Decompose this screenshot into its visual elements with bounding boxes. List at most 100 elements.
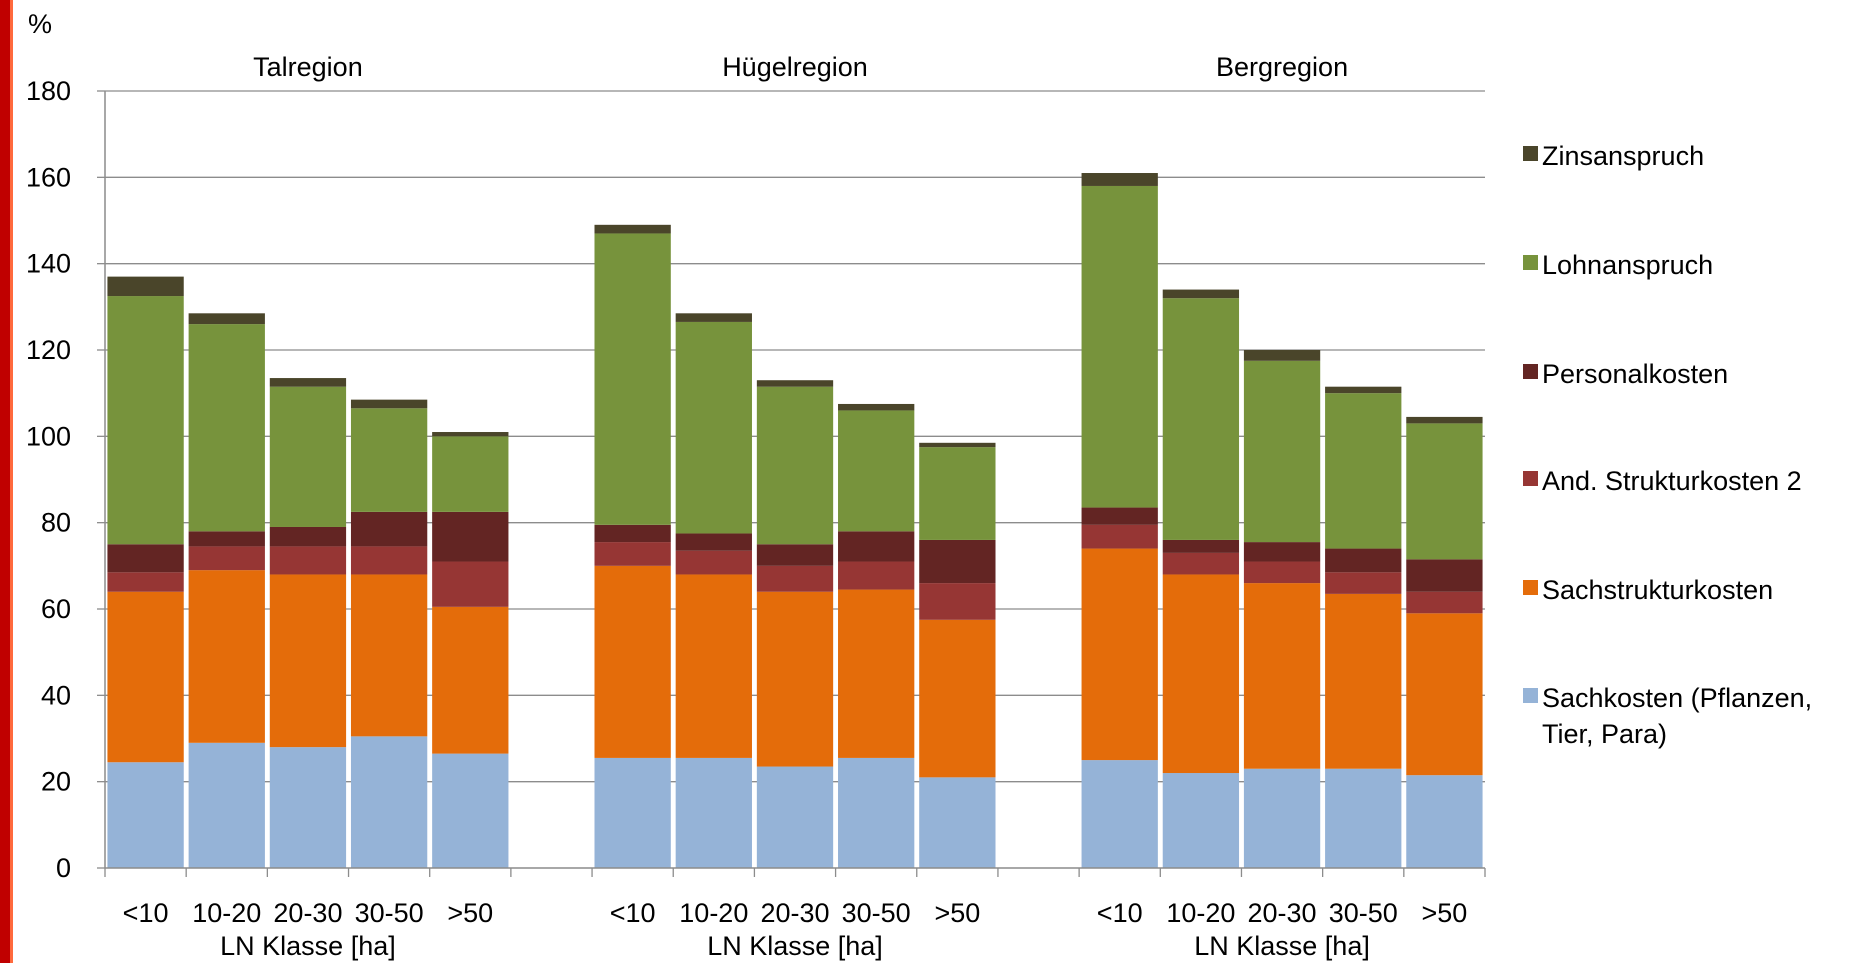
bar-segment (838, 561, 915, 590)
bars (107, 173, 1483, 868)
bar-segment (1081, 507, 1158, 525)
bar-segment (269, 526, 347, 547)
y-tick-label: 100 (26, 421, 71, 451)
x-category-label: 20-30 (273, 898, 342, 928)
legend-swatch (1523, 688, 1538, 703)
group-title: Bergregion (1216, 52, 1348, 82)
bar-segment (1162, 539, 1240, 553)
bar-segment (1243, 768, 1321, 868)
x-category-label: 20-30 (1248, 898, 1317, 928)
bar-segment (919, 619, 996, 778)
legend-label: And. Strukturkosten 2 (1542, 466, 1802, 496)
bar-segment (675, 574, 752, 758)
bar-segment (107, 296, 184, 545)
bar-segment (838, 410, 915, 532)
y-tick-label: 0 (56, 853, 71, 883)
bar-segment (1325, 572, 1402, 594)
bar-segment (350, 574, 428, 737)
bar-segment (269, 546, 347, 575)
x-category-label: 10-20 (1166, 898, 1235, 928)
x-category-label: <10 (123, 898, 169, 928)
bar-segment (350, 399, 428, 409)
bar-segment (107, 572, 184, 592)
bar-segment (838, 403, 915, 411)
bar-segment (188, 546, 265, 571)
left-edge-accent (0, 0, 10, 963)
bar-segment (432, 606, 509, 754)
legend-swatch (1523, 255, 1538, 270)
bar-segment (1325, 548, 1402, 573)
bar-segment (919, 777, 996, 868)
x-category-label: >50 (447, 898, 493, 928)
bar-segment (350, 408, 428, 512)
legend-label: Sachkosten (Pflanzen, (1542, 683, 1812, 713)
bar-segment (1406, 416, 1483, 424)
bar-segment (594, 565, 671, 758)
y-tick-label: 140 (26, 249, 71, 279)
bar-segment (838, 589, 915, 758)
bar-segment (350, 736, 428, 868)
legend-swatch (1523, 580, 1538, 595)
x-category-label: <10 (610, 898, 656, 928)
x-axis-label: LN Klasse [ha] (1194, 931, 1370, 961)
bar-segment (594, 233, 671, 525)
bar-segment (1243, 350, 1321, 361)
bar-segment (1081, 173, 1158, 186)
bar-segment (1162, 552, 1240, 575)
group-title: Hügelregion (722, 52, 868, 82)
legend-label: Sachstrukturkosten (1542, 575, 1773, 605)
legend: Zinsanspruch Lohnanspruch Personalkosten An… (1523, 141, 1812, 749)
bar-segment (269, 747, 347, 868)
bar-segment (675, 321, 752, 534)
bar-segment (1081, 524, 1158, 549)
x-category-label: 10-20 (679, 898, 748, 928)
bar-segment (675, 313, 752, 322)
legend-swatch (1523, 364, 1538, 379)
x-category-label: >50 (934, 898, 980, 928)
bar-segment (1406, 423, 1483, 560)
bar-segment (107, 591, 184, 763)
bar-segment (838, 531, 915, 562)
x-category-label: 30-50 (1329, 898, 1398, 928)
bar-segment (756, 591, 834, 767)
x-category-label: 30-50 (355, 898, 424, 928)
bar-segment (188, 313, 265, 325)
bar-segment (188, 742, 265, 868)
bar-segment (188, 570, 265, 743)
bar-segment (1325, 393, 1402, 549)
axes: 0 20 40 60 80 100 120 140 160 180 <10 10-20 20-30 30-… (26, 52, 1486, 961)
bar-segment (675, 550, 752, 575)
bar-segment (594, 757, 671, 868)
bar-segment (594, 542, 671, 566)
bar-segment (107, 544, 184, 573)
bar-segment (350, 511, 428, 547)
left-edge-accent-inner (10, 0, 13, 963)
bar-segment (1162, 289, 1240, 299)
bar-segment (919, 539, 996, 584)
y-tick-label: 180 (26, 76, 71, 106)
y-tick-label: 40 (41, 680, 71, 710)
legend-label: Lohnanspruch (1542, 250, 1713, 280)
y-tick-label: 20 (41, 767, 71, 797)
bar-segment (838, 757, 915, 868)
bar-segment (107, 762, 184, 868)
bar-segment (1243, 583, 1321, 769)
bar-segment (432, 753, 509, 868)
x-category-label: 20-30 (760, 898, 829, 928)
y-tick-label: 120 (26, 335, 71, 365)
bar-segment (756, 766, 834, 868)
bar-segment (1406, 559, 1483, 592)
bar-segment (188, 531, 265, 547)
bar-segment (756, 565, 834, 592)
bar-segment (350, 546, 428, 575)
y-axis-unit-label: % (28, 9, 52, 39)
bar-segment (1243, 360, 1321, 543)
bar-segment (675, 533, 752, 551)
bar-segment (1325, 593, 1402, 769)
bar-segment (1081, 760, 1158, 868)
bar-segment (107, 276, 184, 297)
bar-segment (1243, 542, 1321, 562)
bar-segment (1081, 185, 1158, 508)
bar-segment (432, 432, 509, 437)
